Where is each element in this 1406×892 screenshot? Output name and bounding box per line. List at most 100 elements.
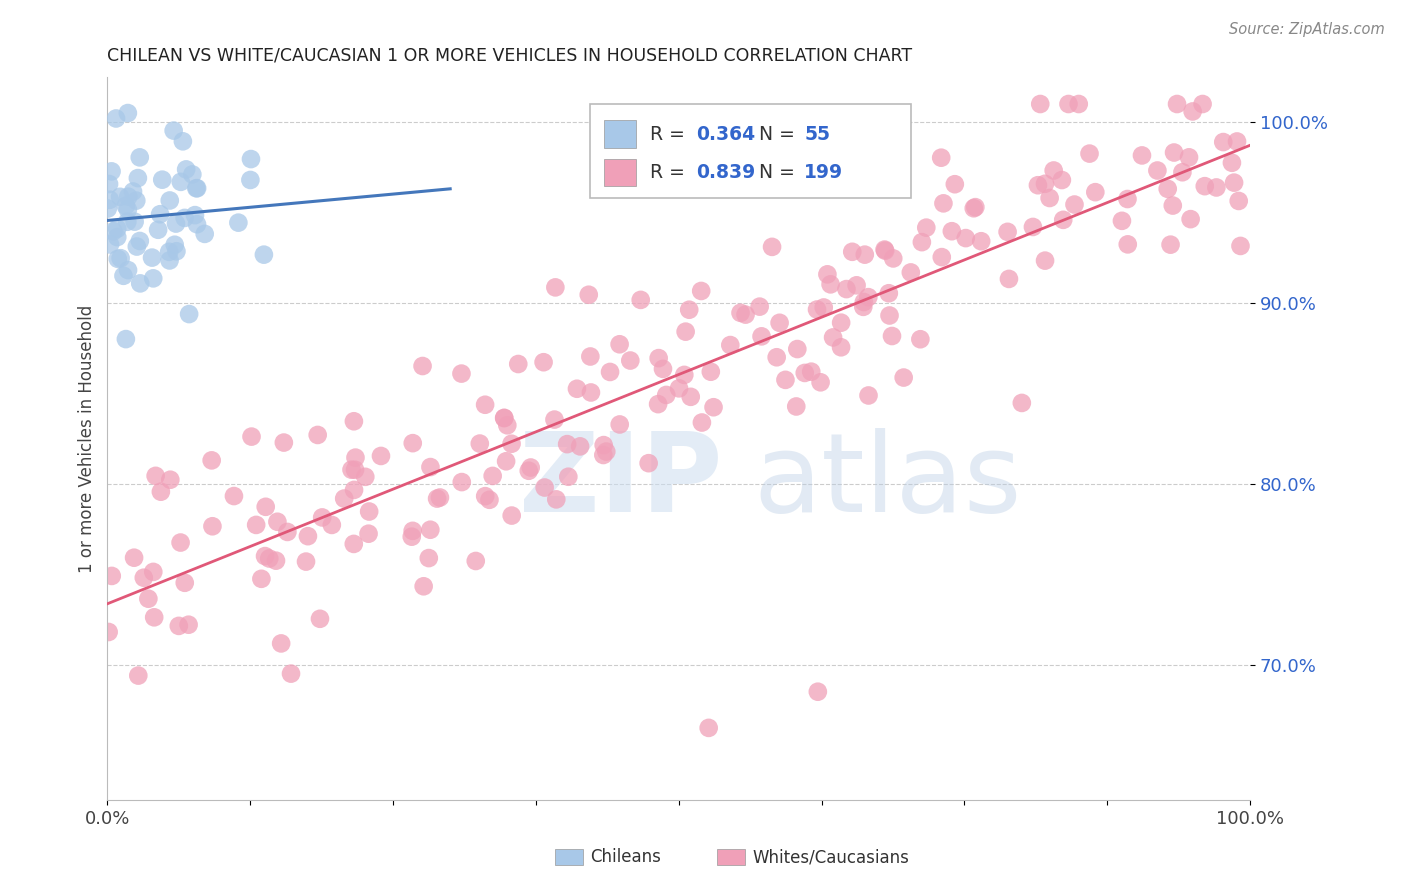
Point bbox=[309, 612, 332, 626]
Point bbox=[228, 216, 250, 230]
Point bbox=[105, 112, 128, 126]
Point bbox=[167, 619, 190, 633]
Point bbox=[1178, 150, 1201, 164]
Point bbox=[359, 504, 381, 518]
Point bbox=[145, 468, 167, 483]
Point bbox=[1171, 165, 1194, 179]
Point bbox=[579, 385, 602, 400]
Point bbox=[114, 199, 136, 213]
Point bbox=[418, 551, 440, 566]
Point bbox=[1161, 198, 1184, 212]
Point bbox=[194, 227, 217, 241]
Point bbox=[1057, 97, 1080, 112]
Point bbox=[1042, 163, 1064, 178]
Point bbox=[647, 397, 669, 411]
Point bbox=[1022, 219, 1045, 234]
Point bbox=[873, 243, 896, 257]
Point bbox=[186, 181, 208, 195]
Point bbox=[673, 368, 696, 382]
Point bbox=[1212, 135, 1234, 149]
Point bbox=[734, 308, 756, 322]
Point bbox=[1033, 253, 1056, 268]
Point bbox=[122, 185, 145, 199]
Point bbox=[97, 202, 120, 216]
Point bbox=[343, 414, 366, 428]
Point bbox=[98, 237, 121, 252]
Point bbox=[295, 555, 318, 569]
Point bbox=[1111, 214, 1133, 228]
Point bbox=[852, 300, 875, 314]
Point bbox=[110, 251, 132, 265]
Point bbox=[117, 263, 139, 277]
Point bbox=[100, 569, 122, 583]
Point bbox=[823, 330, 845, 344]
Point bbox=[1226, 135, 1249, 149]
Point bbox=[163, 123, 186, 137]
Point bbox=[117, 106, 139, 120]
Point bbox=[592, 438, 614, 452]
Point bbox=[174, 162, 197, 177]
Point bbox=[765, 351, 787, 365]
Point bbox=[815, 268, 838, 282]
Point bbox=[159, 194, 181, 208]
Point bbox=[280, 666, 302, 681]
Point bbox=[785, 400, 807, 414]
Point bbox=[401, 530, 423, 544]
Point bbox=[494, 411, 516, 425]
Point bbox=[546, 492, 568, 507]
Point bbox=[165, 217, 187, 231]
Point bbox=[690, 416, 713, 430]
Point bbox=[1229, 239, 1251, 253]
Point bbox=[1084, 185, 1107, 199]
Point bbox=[132, 571, 155, 585]
Text: CHILEAN VS WHITE/CAUCASIAN 1 OR MORE VEHICLES IN HOUSEHOLD CORRELATION CHART: CHILEAN VS WHITE/CAUCASIAN 1 OR MORE VEH… bbox=[107, 46, 912, 64]
Point bbox=[412, 359, 434, 373]
Text: 0.839: 0.839 bbox=[696, 163, 755, 182]
Point bbox=[450, 367, 472, 381]
Point bbox=[129, 277, 152, 291]
Point bbox=[474, 489, 496, 503]
Point bbox=[965, 200, 987, 214]
Point bbox=[543, 412, 565, 426]
Point bbox=[143, 610, 166, 624]
Point bbox=[149, 484, 172, 499]
Point bbox=[852, 295, 875, 310]
Point bbox=[1011, 396, 1033, 410]
Point bbox=[697, 721, 720, 735]
Point bbox=[841, 244, 863, 259]
Point bbox=[370, 449, 392, 463]
Point bbox=[911, 235, 934, 249]
Text: atlas: atlas bbox=[754, 428, 1022, 535]
Point bbox=[494, 411, 516, 425]
FancyBboxPatch shape bbox=[605, 120, 637, 148]
Y-axis label: 1 or more Vehicles in Household: 1 or more Vehicles in Household bbox=[79, 304, 96, 573]
Point bbox=[1227, 194, 1250, 208]
Point bbox=[450, 475, 472, 489]
Point bbox=[619, 353, 641, 368]
Point bbox=[419, 523, 441, 537]
Point bbox=[240, 152, 263, 166]
Point bbox=[578, 287, 600, 301]
Point bbox=[172, 134, 194, 148]
Point bbox=[637, 456, 659, 470]
Point bbox=[806, 302, 828, 317]
Point bbox=[730, 306, 752, 320]
Point bbox=[270, 636, 292, 650]
Point bbox=[128, 150, 150, 164]
Point bbox=[496, 418, 519, 433]
Point bbox=[1026, 178, 1049, 193]
Point bbox=[599, 365, 621, 379]
Point bbox=[900, 265, 922, 279]
Point bbox=[1220, 155, 1243, 169]
Point bbox=[592, 448, 614, 462]
Point bbox=[751, 329, 773, 343]
Point bbox=[307, 428, 329, 442]
Point bbox=[201, 519, 224, 533]
Point bbox=[1078, 146, 1101, 161]
Point bbox=[533, 355, 555, 369]
Point bbox=[354, 470, 377, 484]
Point bbox=[963, 201, 986, 215]
Point bbox=[1050, 173, 1073, 187]
Point bbox=[112, 268, 135, 283]
Point bbox=[519, 460, 541, 475]
